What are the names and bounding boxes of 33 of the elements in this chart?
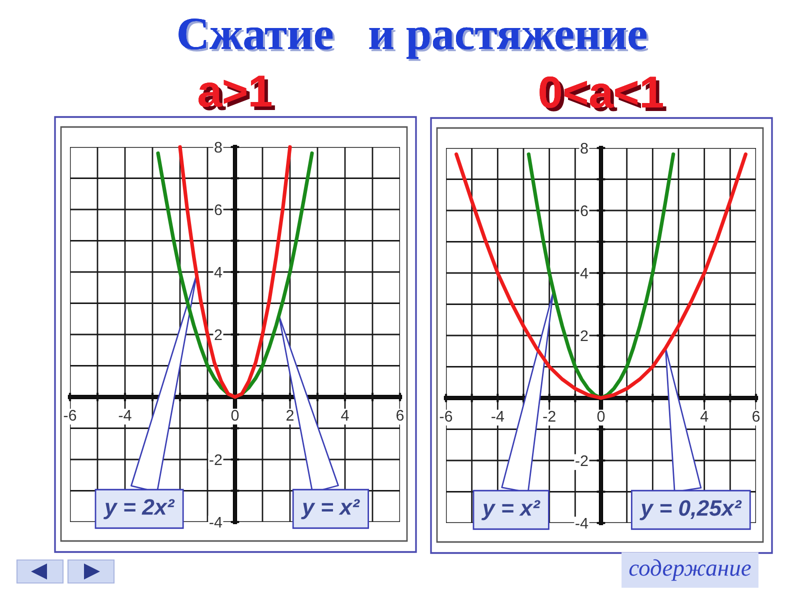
annotation: y = 2x² [103,499,175,520]
x-tick-label: 6 [396,410,404,421]
y-tick-label: -4 [576,518,588,529]
x-tick-label: 6 [752,410,760,422]
x-tick-label: 0 [597,410,605,422]
y-tick-label: 6 [580,205,588,216]
annotation: y = x² [481,500,540,520]
x-tick-label: 2 [286,410,294,421]
x-tick-label: -4 [492,411,504,422]
text: содержание [629,559,751,581]
x-tick-label: -2 [543,410,556,422]
line-series [454,152,748,400]
y-tick-label: 8 [214,142,222,153]
x-tick-label: 0 [231,410,239,421]
x-tick-label: -6 [440,410,452,422]
y-tick-label: 6 [214,204,222,216]
y-tick-label: 2 [214,329,222,340]
y-tick-label: 4 [580,268,588,279]
x-tick-label: 4 [700,411,708,422]
y-tick-label: -2 [210,454,222,466]
chart-title: Сжатие и растяжение [178,18,648,61]
chart-subtitle: 0<a<1 [540,76,666,112]
x-tick-label: -4 [118,410,132,421]
chart-subtitle: a>1 [198,76,275,110]
annotation: y = 0,25x² [640,500,742,520]
y-tick-label: 8 [580,142,588,154]
y-tick-label: 2 [580,330,588,342]
y-tick-label: -2 [576,455,588,466]
annotation: y = x² [301,499,360,520]
x-tick-label: 4 [341,410,349,421]
y-tick-label: 4 [214,267,222,278]
x-tick-label: -6 [64,410,76,421]
y-tick-label: -4 [210,517,222,528]
